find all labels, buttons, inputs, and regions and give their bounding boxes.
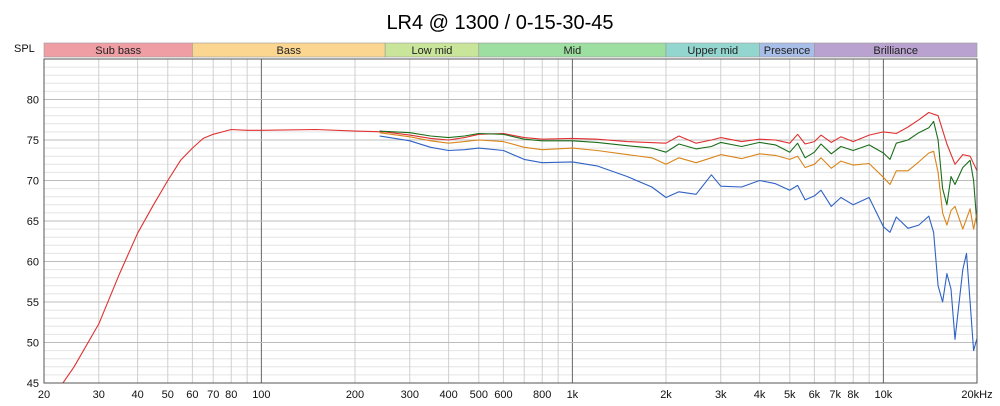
band-label: Sub bass <box>95 45 141 57</box>
series-line-1 <box>379 120 978 226</box>
y-tick-label: 55 <box>27 297 39 309</box>
x-tick-label: 50 <box>162 389 174 401</box>
y-tick-label: 80 <box>27 95 39 107</box>
major-gridlines <box>44 59 977 383</box>
x-tick-label: 2k <box>660 389 672 401</box>
chart-title: LR4 @ 1300 / 0-15-30-45 <box>386 12 613 34</box>
y-tick-label: 60 <box>27 257 39 269</box>
x-tick-label: 10k <box>875 389 893 401</box>
x-tick-label: 200 <box>346 389 364 401</box>
y-tick-label: 75 <box>27 135 39 147</box>
band-label: Low mid <box>411 45 452 57</box>
band-6 <box>814 42 978 58</box>
x-tick-label: 4k <box>754 389 766 401</box>
x-tick-label: 3k <box>715 389 727 401</box>
band-label: Mid <box>564 45 582 57</box>
x-tick-label: 100 <box>252 389 270 401</box>
band-label: Presence <box>764 45 810 57</box>
band-label: Brilliance <box>873 45 918 57</box>
x-tick-label: 40 <box>131 389 143 401</box>
x-tick-label: 7k <box>829 389 841 401</box>
x-tick-label: 600 <box>494 389 512 401</box>
x-tick-label: 300 <box>401 389 419 401</box>
x-tick-label: 20 <box>38 389 50 401</box>
x-tick-label: 500 <box>470 389 488 401</box>
x-tick-label: 800 <box>533 389 551 401</box>
x-tick-label: 400 <box>439 389 457 401</box>
series-group <box>62 111 978 384</box>
band-label: Upper mid <box>687 45 738 57</box>
series-line-2 <box>379 132 978 230</box>
x-tick-label: 1k <box>567 389 579 401</box>
y-axis-label: SPL <box>14 43 35 55</box>
series-line-0 <box>62 111 978 384</box>
x-tick-label: 60 <box>186 389 198 401</box>
band-label: Bass <box>277 45 302 57</box>
y-tick-label: 70 <box>27 176 39 188</box>
x-tick-label: 20kHz <box>961 389 992 401</box>
x-tick-label: 70 <box>207 389 219 401</box>
x-tick-label: 8k <box>847 389 859 401</box>
x-tick-labels: 20 30 40 50 60 70 80 100 200 300 400 500 600 800 1k 2k 3… <box>38 389 993 401</box>
x-tick-label: 30 <box>93 389 105 401</box>
plot-frame <box>43 58 978 384</box>
y-tick-label: 45 <box>27 378 39 390</box>
x-tick-label: 5k <box>784 389 796 401</box>
frequency-band-bar: Sub bass Bass Low mid Mid Upper mid Presence B… <box>43 42 978 58</box>
y-tick-label: 65 <box>27 216 39 228</box>
y-tick-label: 50 <box>27 338 39 350</box>
series-line-3 <box>379 135 978 352</box>
x-tick-label: 80 <box>225 389 237 401</box>
x-tick-label: 6k <box>809 389 821 401</box>
y-tick-labels: 45 50 55 60 65 70 75 80 <box>27 95 39 391</box>
